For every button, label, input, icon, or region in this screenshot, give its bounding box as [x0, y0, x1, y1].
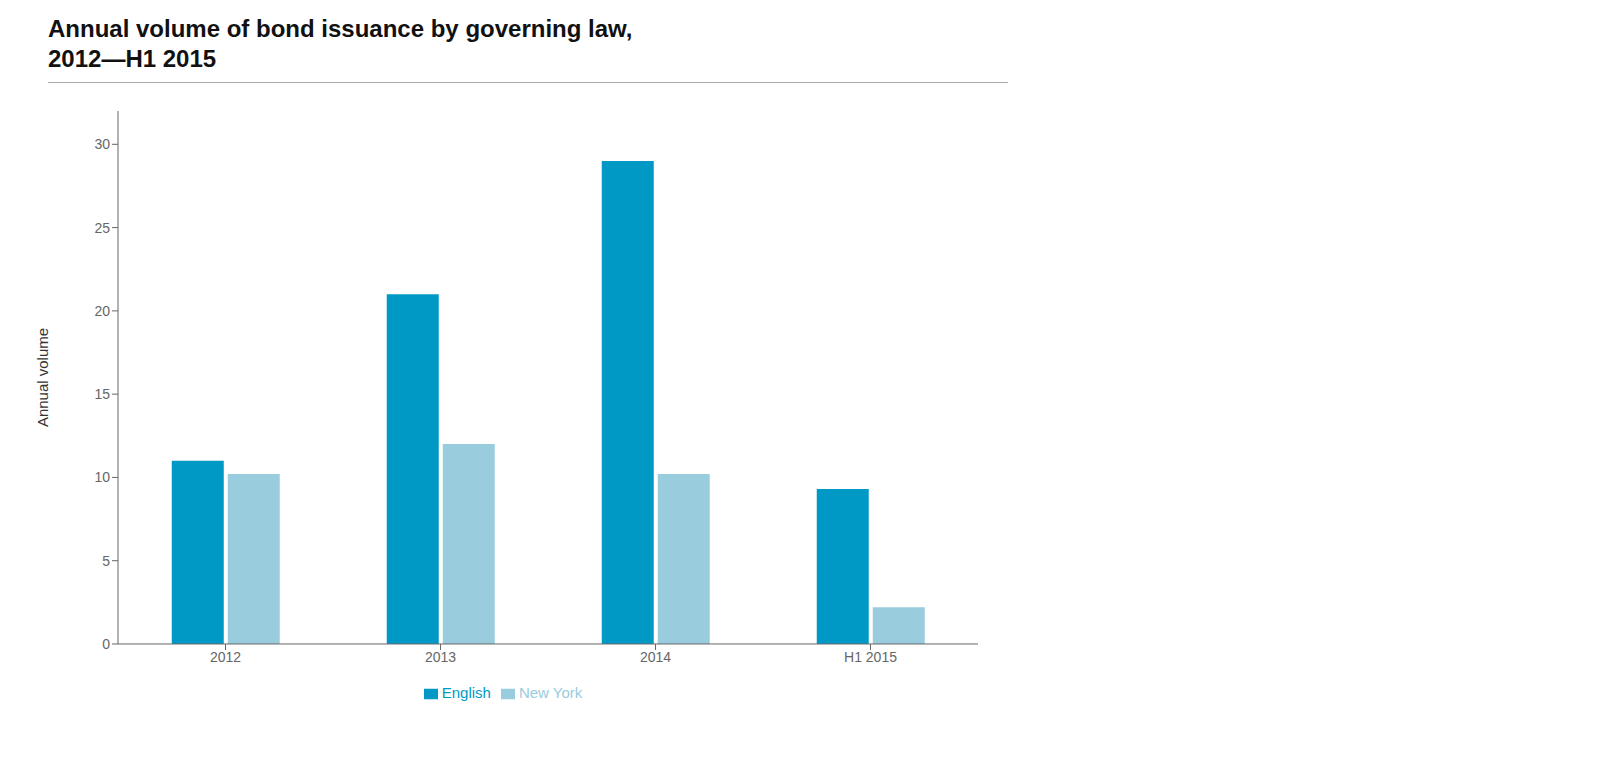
- svg-text:Annual volume: Annual volume: [34, 328, 51, 427]
- svg-text:2012: 2012: [210, 649, 241, 665]
- svg-text:5: 5: [102, 553, 110, 569]
- svg-text:0: 0: [102, 636, 110, 652]
- html-text:English: English: [441, 684, 491, 701]
- svg-text:H1 2015: H1 2015: [844, 649, 897, 665]
- html-text:2012—H1 2015: 2012—H1 2015: [48, 45, 217, 72]
- svg-text:15: 15: [94, 386, 110, 402]
- svg-text:25: 25: [94, 220, 110, 236]
- svg-text:20: 20: [94, 303, 110, 319]
- svg-text:2014: 2014: [640, 649, 671, 665]
- svg-text:10: 10: [94, 469, 110, 485]
- svg-text:2013: 2013: [425, 649, 456, 665]
- html-text:Annual volume of bond issuance: Annual volume of bond issuance by govern…: [48, 15, 633, 42]
- html-text:New York: New York: [518, 684, 583, 701]
- svg-text:30: 30: [94, 136, 110, 152]
